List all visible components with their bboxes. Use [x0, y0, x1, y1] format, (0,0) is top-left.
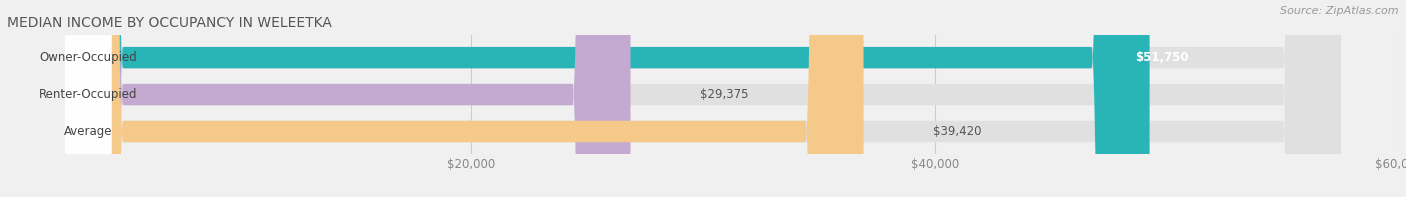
Text: Source: ZipAtlas.com: Source: ZipAtlas.com — [1281, 6, 1399, 16]
FancyBboxPatch shape — [65, 0, 630, 197]
Text: Average: Average — [65, 125, 112, 138]
Text: $29,375: $29,375 — [700, 88, 748, 101]
FancyBboxPatch shape — [65, 0, 1341, 197]
FancyBboxPatch shape — [65, 0, 863, 197]
Text: Renter-Occupied: Renter-Occupied — [39, 88, 138, 101]
Text: $39,420: $39,420 — [934, 125, 981, 138]
FancyBboxPatch shape — [65, 0, 111, 197]
Text: $51,750: $51,750 — [1136, 51, 1189, 64]
FancyBboxPatch shape — [65, 0, 1341, 197]
FancyBboxPatch shape — [65, 0, 1341, 197]
Text: Owner-Occupied: Owner-Occupied — [39, 51, 138, 64]
FancyBboxPatch shape — [65, 0, 1150, 197]
Text: MEDIAN INCOME BY OCCUPANCY IN WELEETKA: MEDIAN INCOME BY OCCUPANCY IN WELEETKA — [7, 16, 332, 30]
FancyBboxPatch shape — [65, 0, 111, 197]
FancyBboxPatch shape — [65, 0, 111, 197]
